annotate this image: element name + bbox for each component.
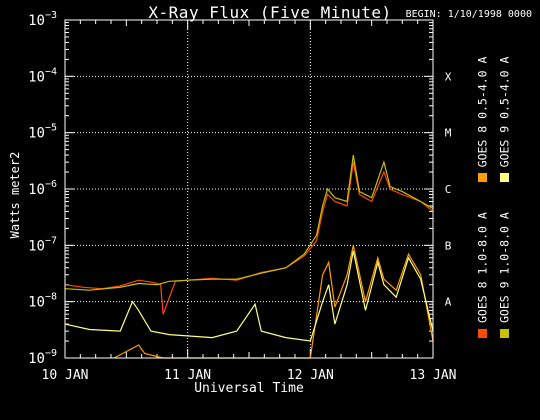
- x-tick-label: 11 JAN: [164, 368, 211, 383]
- y-tick-label: 10−3: [28, 10, 57, 29]
- flare-class-label: A: [445, 296, 452, 309]
- y-tick-label: 10−6: [28, 179, 57, 198]
- y-tick-label: 10−8: [28, 292, 57, 311]
- x-axis-label: Universal Time: [194, 381, 304, 396]
- chart-title: X-Ray Flux (Five Minute): [148, 3, 392, 22]
- flare-class-label: X: [445, 70, 452, 83]
- x-tick-label: 13 JAN: [410, 368, 457, 383]
- series-line-2: [64, 155, 434, 291]
- plot-frame: [64, 19, 434, 359]
- flare-class-label: M: [445, 127, 452, 140]
- y-tick-label: 10−7: [28, 235, 57, 254]
- series-line-3: [64, 250, 434, 342]
- series-line-1: [113, 245, 434, 359]
- flare-class-label: C: [445, 183, 452, 196]
- y-tick-label: 10−4: [28, 66, 57, 85]
- series-line-0: [64, 161, 434, 315]
- y-tick-label: 10−9: [28, 348, 57, 367]
- y-tick-label: 10−5: [28, 123, 57, 142]
- x-tick-label: 12 JAN: [287, 368, 334, 383]
- flare-class-label: B: [445, 239, 452, 252]
- x-tick-label: 10 JAN: [42, 368, 89, 383]
- begin-date: BEGIN: 1/10/1998 0000: [405, 9, 532, 20]
